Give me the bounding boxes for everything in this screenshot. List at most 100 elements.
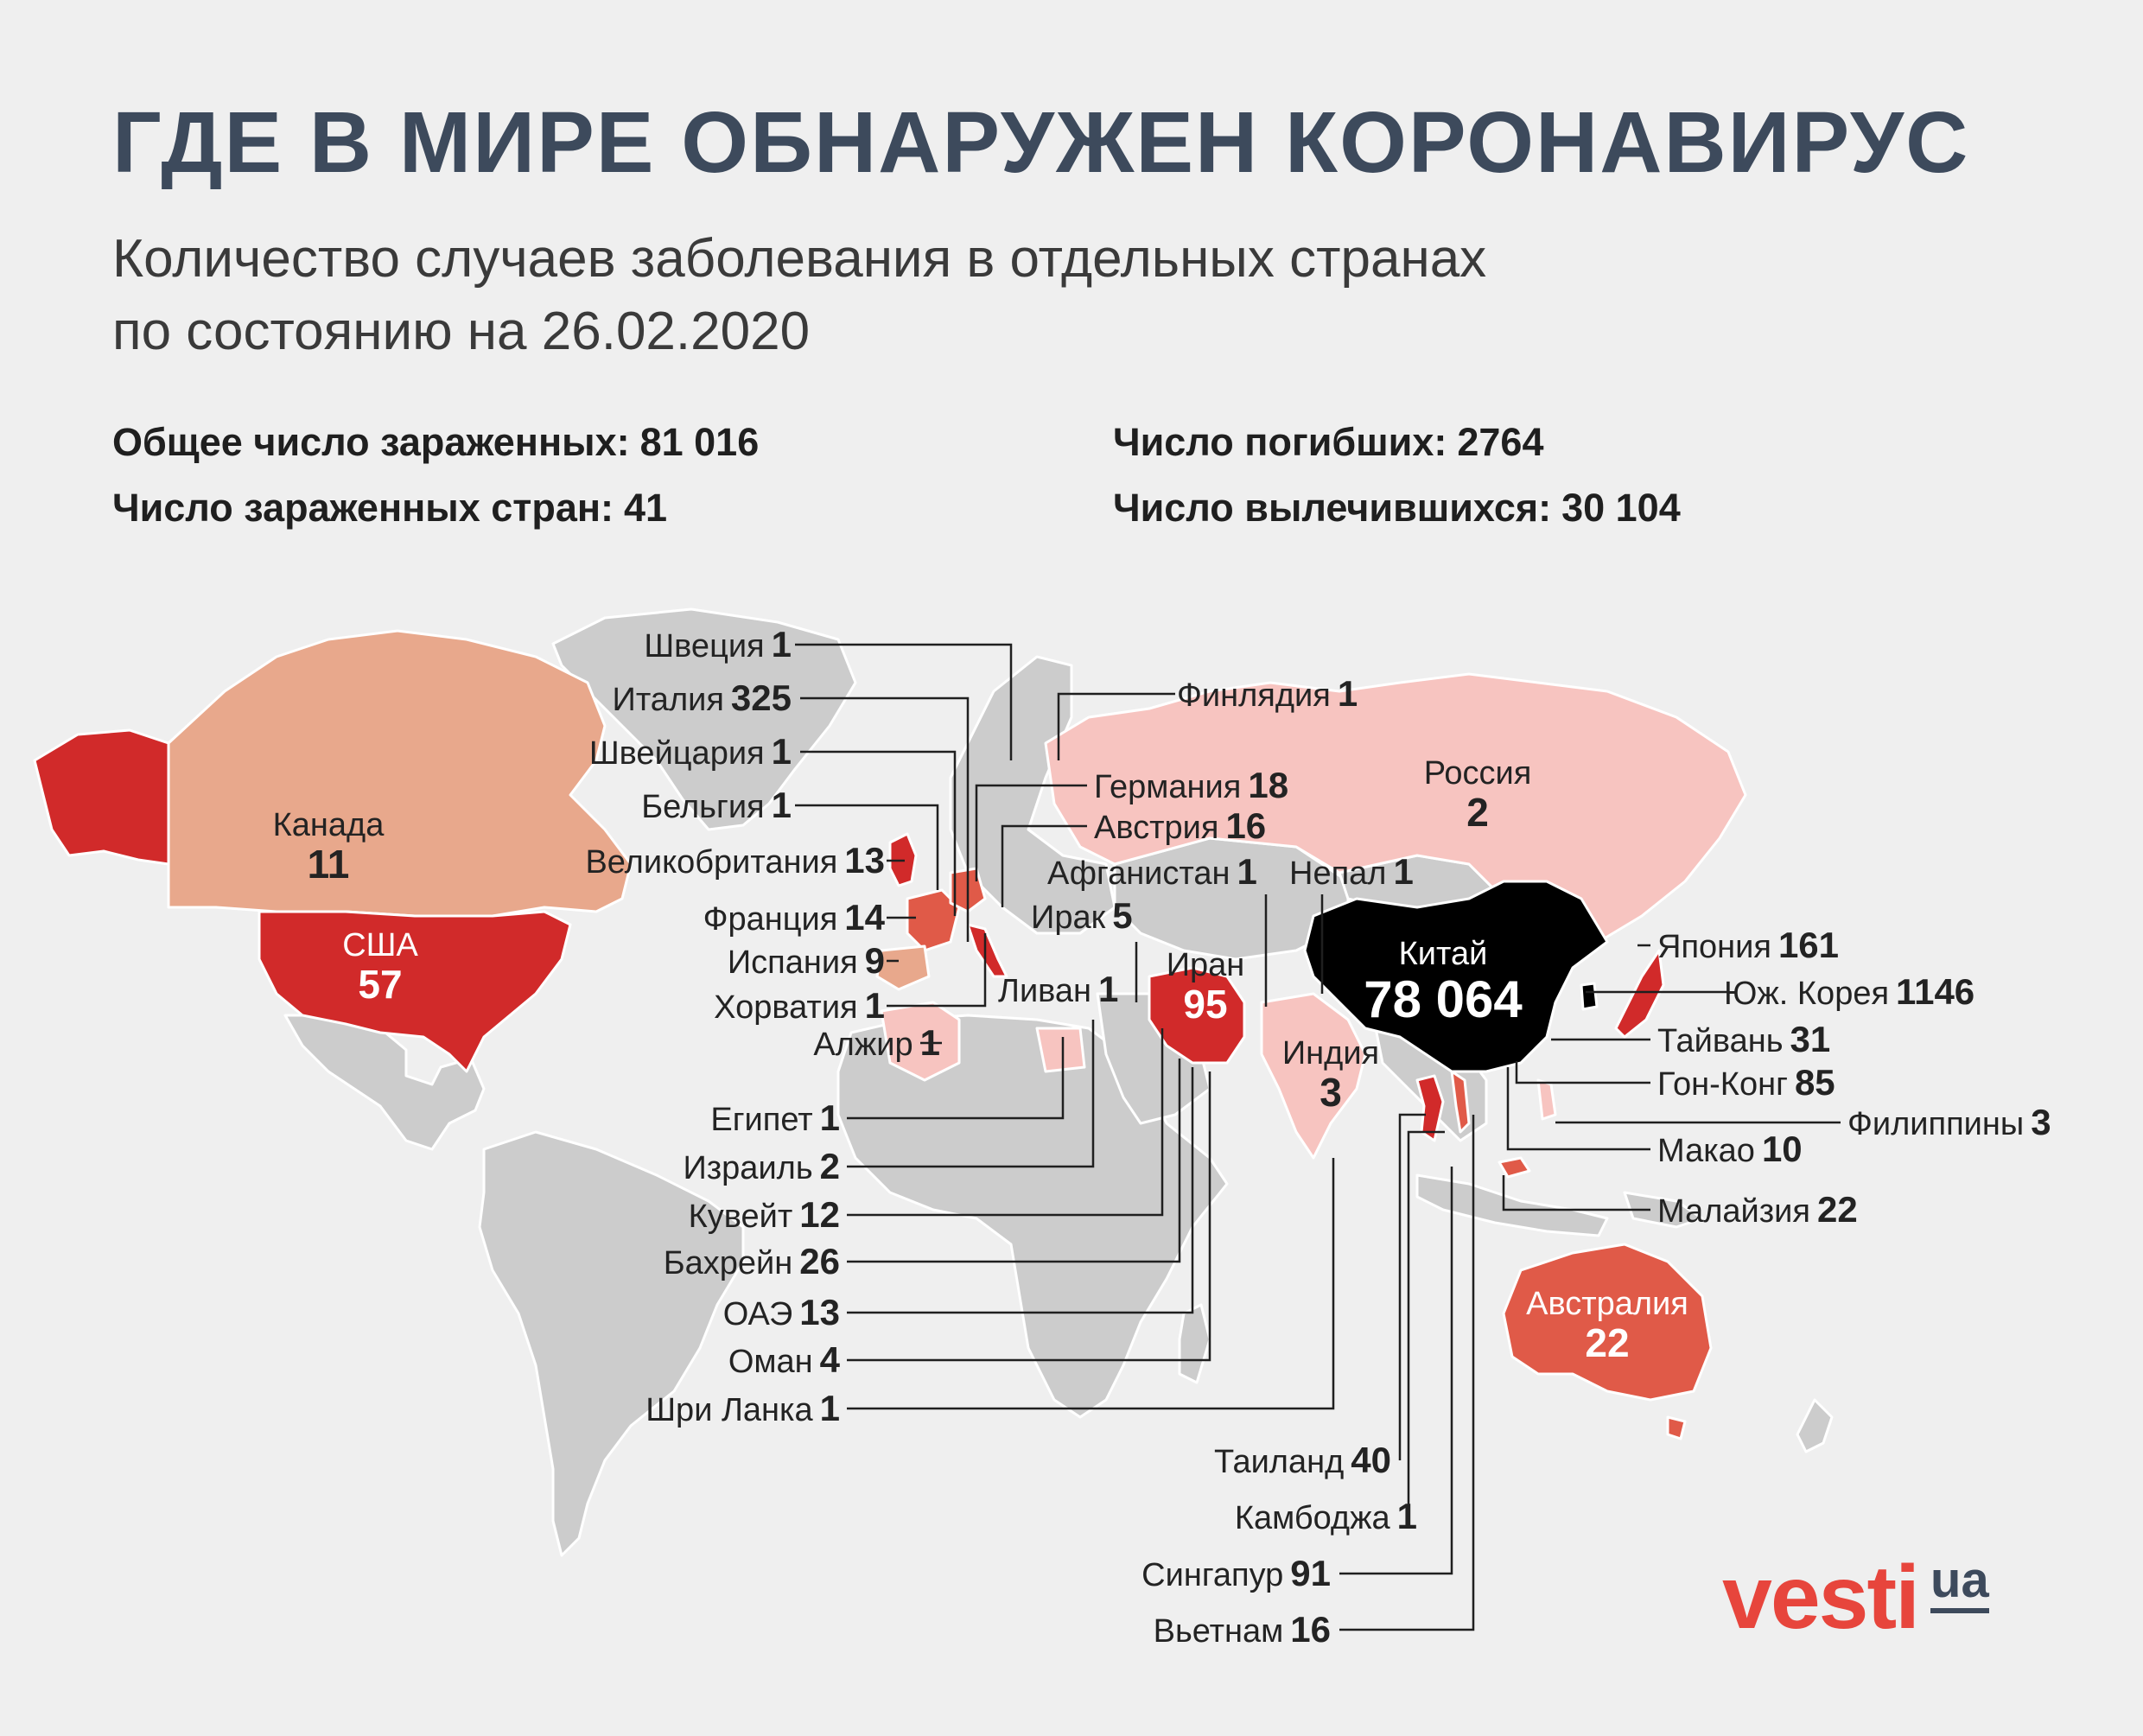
vesti-logo-brand: vesti <box>1722 1548 1920 1648</box>
callout-finland: Финлядия 1 <box>1177 673 1358 716</box>
callout-nepal-value: 1 <box>1393 851 1414 892</box>
line-bahrain <box>847 1059 1181 1263</box>
label-china-name: Китай <box>1398 936 1488 972</box>
callout-oman-name: Оман <box>728 1344 813 1380</box>
callout-italy: Италия 325 <box>613 677 792 721</box>
land-greenland <box>551 607 857 831</box>
callout-austria-value: 16 <box>1225 805 1267 846</box>
callout-cambodia-value: 1 <box>1396 1496 1417 1536</box>
stat-total-infected: Общее число зараженных: 81 016 <box>112 420 759 465</box>
stat-recovered: Число вылечившихся: 30 104 <box>1113 486 1681 531</box>
label-iran: Иран 95 <box>1119 947 1292 1025</box>
callout-spain-name: Испания <box>727 944 858 981</box>
callout-uae: ОАЭ 13 <box>723 1292 840 1335</box>
affected-countries <box>33 629 1747 1440</box>
unaffected-land <box>283 607 1834 1557</box>
line-macau <box>1506 1067 1650 1151</box>
land-africa <box>836 1014 1229 1419</box>
callout-singapore: Сингапур 91 <box>1141 1553 1331 1596</box>
callout-sweden-name: Швеция <box>644 628 765 665</box>
label-iran-name: Иран <box>1166 947 1245 983</box>
line-hongkong <box>1515 1061 1650 1084</box>
line-switzerland <box>800 750 957 916</box>
callout-thailand: Таиланд 40 <box>1214 1440 1391 1483</box>
callout-algeria-value: 1 <box>919 1022 940 1063</box>
stat-deaths-value: 2764 <box>1457 420 1544 464</box>
line-austria <box>1001 824 1087 907</box>
callout-south-korea-name: Юж. Корея <box>1724 976 1890 1012</box>
land-madagascar <box>1178 1303 1211 1384</box>
land-new-guinea <box>1623 1191 1704 1229</box>
stat-deaths-label: Число погибших: <box>1113 420 1447 464</box>
callout-switzerland-value: 1 <box>771 731 792 772</box>
country-south-korea <box>1580 982 1599 1011</box>
callout-algeria-name: Алжир <box>813 1027 913 1063</box>
callout-germany-name: Германия <box>1094 769 1242 805</box>
callout-macau-name: Макао <box>1657 1133 1755 1169</box>
country-spain <box>875 944 931 991</box>
callout-taiwan-name: Тайвань <box>1657 1023 1784 1059</box>
line-germany <box>975 784 1087 881</box>
label-usa-name: США <box>342 927 418 963</box>
callout-bahrain-value: 26 <box>799 1241 840 1281</box>
callout-afghanistan-value: 1 <box>1237 851 1257 892</box>
callout-switzerland: Швейцария 1 <box>589 731 792 774</box>
line-sweden <box>795 643 1013 760</box>
line-thailand <box>1398 1113 1426 1460</box>
callout-philippines-value: 3 <box>2031 1102 2051 1142</box>
callout-malaysia: Малайзия 22 <box>1657 1189 1858 1232</box>
line-italy <box>800 696 970 942</box>
label-canada-name: Канада <box>272 807 385 843</box>
callout-japan-name: Япония <box>1657 929 1771 965</box>
callout-croatia: Хорватия 1 <box>714 985 885 1028</box>
callout-oman: Оман 4 <box>728 1339 840 1383</box>
label-india-value: 3 <box>1320 1069 1342 1115</box>
line-srilanka <box>847 1158 1335 1410</box>
line-finland <box>1057 692 1175 760</box>
callout-france-name: Франция <box>703 901 838 938</box>
label-india-name: Индия <box>1281 1035 1380 1071</box>
callout-afghanistan: Афганистан 1 <box>1047 851 1257 894</box>
callout-switzerland-name: Швейцария <box>588 735 765 772</box>
callout-kuwait-name: Кувейт <box>688 1199 793 1235</box>
country-tasmania <box>1666 1415 1687 1440</box>
callout-thailand-name: Таиланд <box>1213 1444 1345 1480</box>
callout-south-korea: Юж. Корея 1146 <box>1724 971 1974 1014</box>
callout-uae-value: 13 <box>799 1292 840 1332</box>
land-new-zealand <box>1796 1398 1834 1453</box>
callout-lines <box>795 643 1841 1631</box>
country-russia <box>1044 672 1747 944</box>
country-iran <box>1148 966 1246 1065</box>
callout-finland-name: Финлядия <box>1177 677 1331 714</box>
land-mexico-central-america <box>283 1014 486 1151</box>
callout-lebanon-value: 1 <box>1098 969 1119 1009</box>
callout-kuwait-value: 12 <box>799 1194 840 1235</box>
country-india <box>1260 992 1367 1160</box>
callout-belgium: Бельгия 1 <box>641 785 792 828</box>
callout-lebanon-name: Ливан <box>998 973 1092 1009</box>
callout-iraq: Ирак 5 <box>1031 895 1133 938</box>
stat-recovered-label: Число вылечившихся: <box>1113 486 1552 530</box>
country-japan <box>1614 949 1665 1039</box>
callout-nepal: Непал 1 <box>1289 851 1414 894</box>
country-thailand <box>1415 1074 1445 1142</box>
callout-japan: Япония 161 <box>1657 925 1839 968</box>
line-israel <box>847 1020 1095 1168</box>
callout-taiwan-value: 31 <box>1790 1019 1831 1059</box>
callout-macau: Макао 10 <box>1657 1129 1803 1172</box>
line-malaysia <box>1502 1175 1650 1211</box>
callout-israel-value: 2 <box>819 1146 840 1186</box>
callout-egypt-value: 1 <box>819 1097 840 1138</box>
line-oman <box>847 1071 1211 1362</box>
callout-iraq-value: 5 <box>1112 895 1133 936</box>
callout-egypt-name: Египет <box>710 1102 813 1138</box>
line-uae <box>847 1067 1194 1314</box>
callout-uk: Великобритания 13 <box>585 840 885 883</box>
callout-kuwait: Кувейт 12 <box>689 1194 840 1237</box>
land-scandinavia-east-europe <box>949 655 1116 935</box>
callout-uk-value: 13 <box>844 840 885 881</box>
callout-malaysia-value: 22 <box>1816 1189 1858 1230</box>
callout-philippines-name: Филиппины <box>1847 1106 2025 1142</box>
callout-croatia-value: 1 <box>864 985 885 1026</box>
